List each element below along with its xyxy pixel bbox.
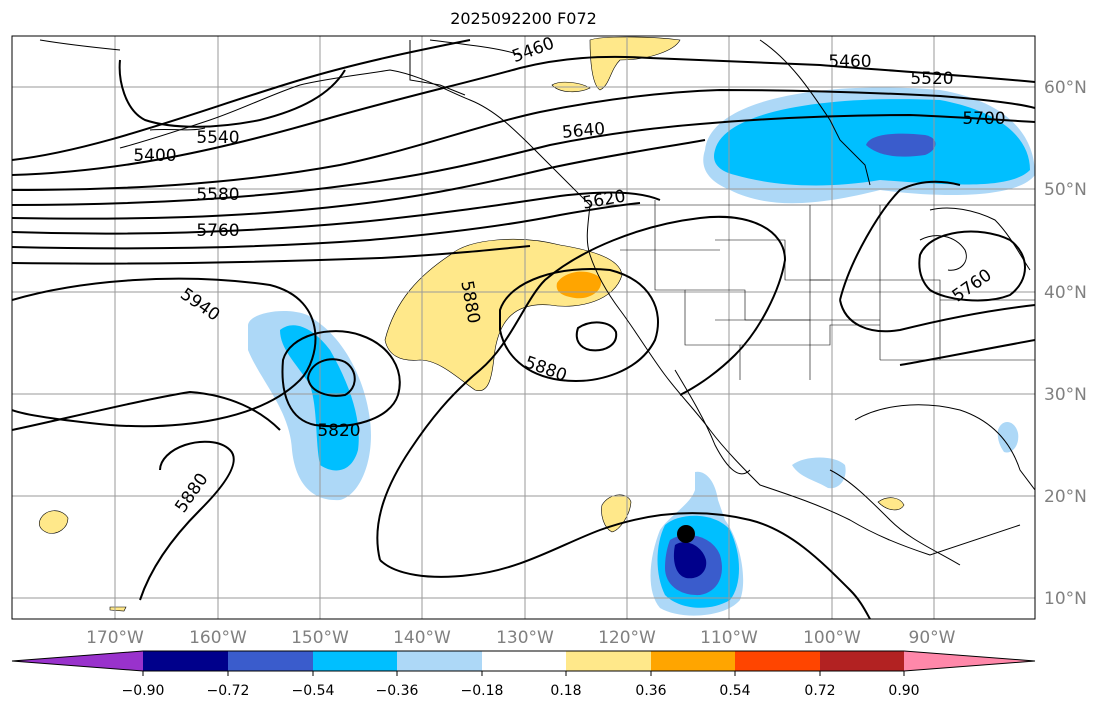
lon-label: 90°W: [909, 628, 956, 648]
lat-label: 60°N: [1044, 78, 1087, 98]
contour-label: 5620: [581, 186, 627, 213]
colorbar-tick-label: −0.90: [121, 683, 165, 699]
contour-label: 5940: [176, 284, 223, 325]
height-contours: [12, 39, 1035, 619]
lon-label: 150°W: [291, 628, 349, 648]
lat-label: 30°N: [1044, 385, 1087, 405]
lon-label: 120°W: [598, 628, 656, 648]
blue-anomaly-hawaii: [248, 310, 371, 501]
colorbar-segment: [735, 651, 820, 671]
coastlines: [39, 39, 1035, 566]
colorbar-tick-label: −0.18: [460, 683, 504, 699]
colorbar-segment: [820, 651, 904, 671]
colorbar-segment: [313, 651, 397, 671]
colorbar: [11, 650, 1036, 676]
colorbar-segment: [228, 651, 313, 671]
contour-label: 5520: [910, 69, 953, 89]
map-title: 2025092200 F072: [450, 9, 597, 28]
lon-label: 100°W: [803, 628, 861, 648]
colorbar-extend-low: [12, 651, 143, 671]
colorbar-segment: [482, 651, 566, 671]
colorbar-tick-label: 0.36: [635, 683, 667, 699]
blue-anomaly-tropical: [650, 422, 1019, 616]
map-field: 5460 5460 5520 5700 5640 5540 5400 5580 …: [12, 36, 1035, 619]
lon-label: 110°W: [700, 628, 758, 648]
contour-label: 5880: [171, 470, 212, 517]
colorbar-segment: [397, 651, 482, 671]
colorbar-tick-label: −0.72: [206, 683, 250, 699]
lon-label: 130°W: [496, 628, 554, 648]
contour-label: 5700: [962, 109, 1005, 129]
colorbar-tick-label: 0.54: [719, 683, 751, 699]
colorbar-segment: [651, 651, 735, 671]
contour-label: 5460: [828, 52, 871, 72]
contour-label: 5820: [317, 421, 360, 441]
blue-anomaly-canada: [703, 87, 1035, 204]
contour-label: 5540: [196, 128, 239, 148]
lat-label: 50°N: [1044, 180, 1087, 200]
lat-label: 20°N: [1044, 487, 1087, 507]
contour-label: 5580: [196, 185, 239, 205]
map-frame: [11, 35, 1036, 620]
lat-label: 40°N: [1044, 283, 1087, 303]
lon-label: 160°W: [189, 628, 247, 648]
contour-label: 5640: [561, 119, 606, 143]
colorbar-tick-label: −0.54: [291, 683, 335, 699]
lat-label: 10°N: [1044, 589, 1087, 609]
colorbar-extend-high: [904, 651, 1035, 671]
colorbar-segment: [143, 651, 228, 671]
colorbar-segment: [566, 651, 651, 671]
colorbar-tick-label: 0.18: [550, 683, 582, 699]
lon-label: 170°W: [86, 628, 144, 648]
storm-center-marker: [677, 525, 695, 543]
contour-label: 5400: [133, 146, 176, 166]
lon-label: 140°W: [393, 628, 451, 648]
colorbar-tick-label: 0.90: [888, 683, 920, 699]
contour-label: 5880: [522, 353, 569, 387]
contour-label: 5760: [196, 221, 239, 241]
colorbar-tick-label: −0.36: [375, 683, 419, 699]
colorbar-tick-label: 0.72: [804, 683, 836, 699]
